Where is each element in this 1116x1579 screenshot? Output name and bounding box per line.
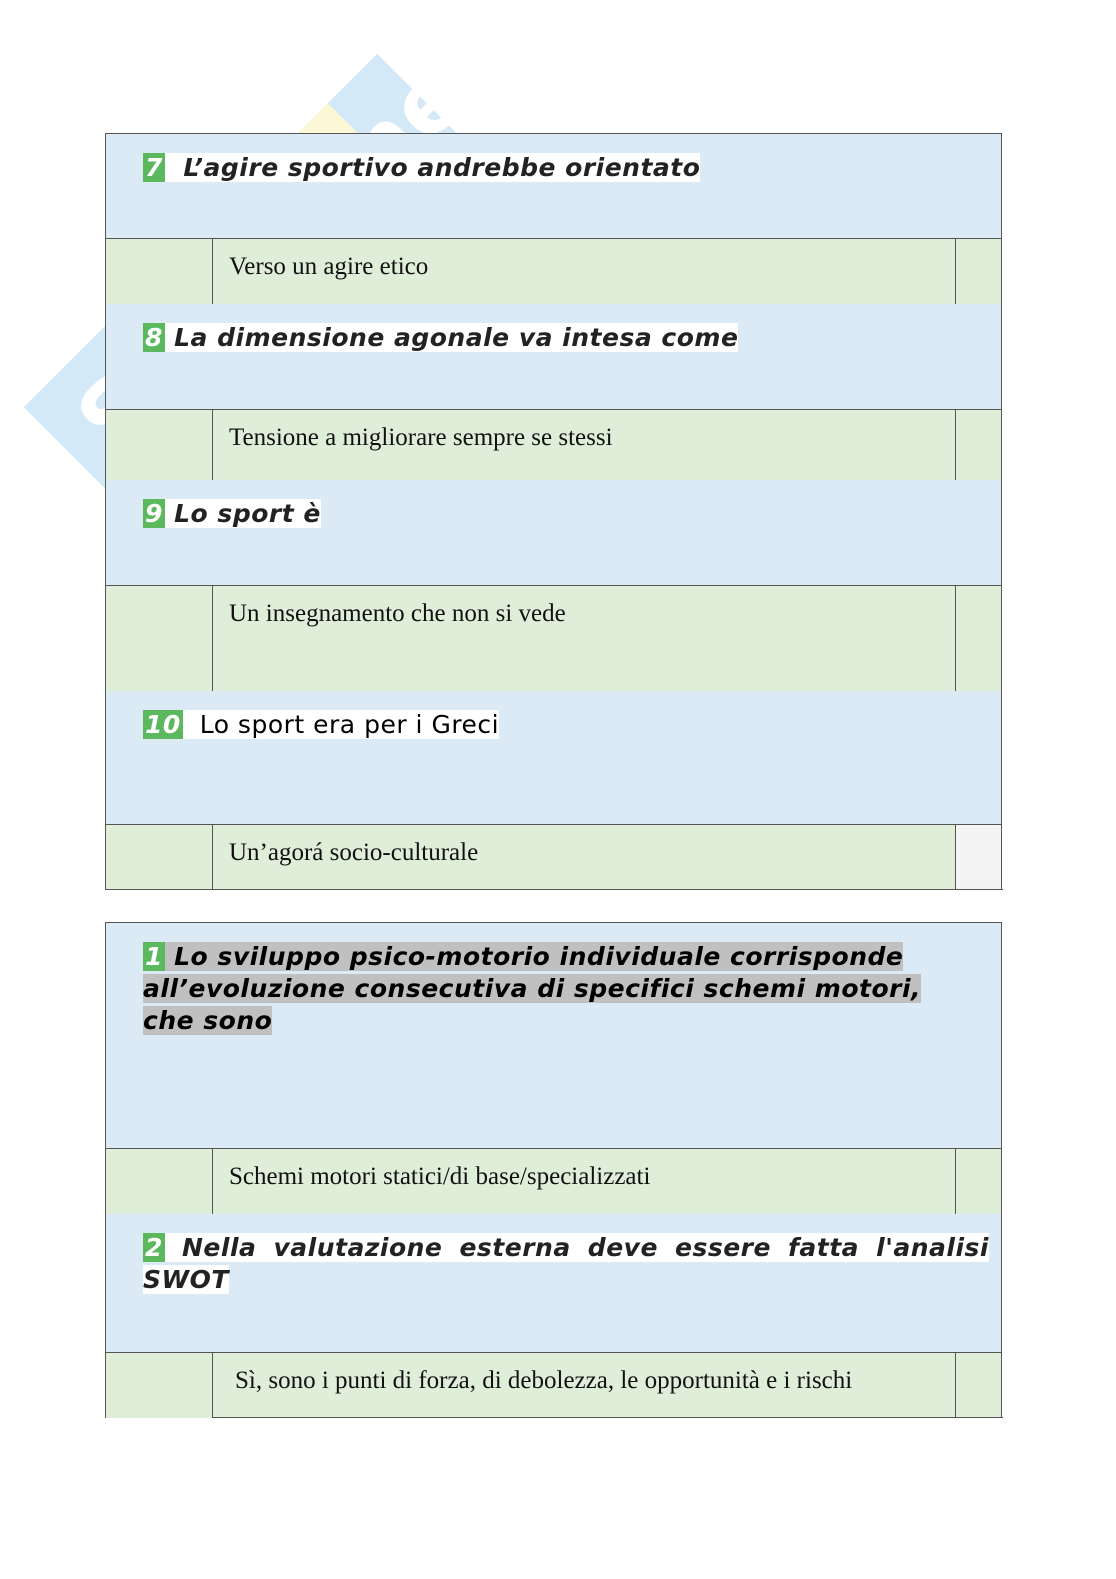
answer-text: Schemi motori statici/di base/specializz… [229, 1163, 651, 1190]
question-text: Lo sport è [174, 499, 321, 528]
answer-row-1: Schemi motori statici/di base/specializz… [105, 1148, 1002, 1214]
answer-text: Un’agorá socio-culturale [229, 839, 479, 866]
question-row-2: 2 Nella valutazione esterna deve essere … [105, 1214, 1002, 1352]
question-text: L’agire sportivo andrebbe orientato [183, 153, 701, 182]
answer-row-2: Sì, sono i punti di forza, di debolezza,… [105, 1352, 1002, 1418]
answer-text: Sì, sono i punti di forza, di debolezza,… [235, 1367, 853, 1394]
question-text: La dimensione agonale va intesa come [174, 323, 739, 352]
question-number: 2 [143, 1233, 165, 1262]
question-row-1: 1 Lo sviluppo psico-motorio individuale … [105, 922, 1002, 1148]
question-row-10: 10 Lo sport era per i Greci [105, 691, 1002, 824]
answer-row-7: Verso un agire etico [105, 238, 1002, 304]
answer-text: Verso un agire etico [229, 253, 429, 280]
question-text: Lo sviluppo psico-motorio individuale co… [143, 942, 922, 1035]
answer-row-10: Un’agorá socio-culturale [105, 824, 1002, 890]
question-row-9: 9 Lo sport è [105, 480, 1002, 585]
question-row-8: 8 La dimensione agonale va intesa come [105, 304, 1002, 409]
question-row-7: 7 L’agire sportivo andrebbe orientato [105, 133, 1002, 238]
question-number: 7 [143, 153, 165, 182]
question-number: 9 [143, 499, 165, 528]
answer-row-8: Tensione a migliorare sempre se stessi [105, 409, 1002, 480]
question-number: 1 [143, 942, 165, 971]
question-number: 8 [143, 323, 165, 352]
answer-text: Tensione a migliorare sempre se stessi [229, 424, 613, 451]
question-text: Lo sport era per i Greci [199, 710, 500, 739]
answer-text: Un insegnamento che non si vede [229, 600, 566, 627]
question-number: 10 [143, 710, 183, 739]
question-text: Nella valutazione esterna deve essere fa… [143, 1233, 989, 1294]
answer-row-9: Un insegnamento che non si vede [105, 585, 1002, 691]
